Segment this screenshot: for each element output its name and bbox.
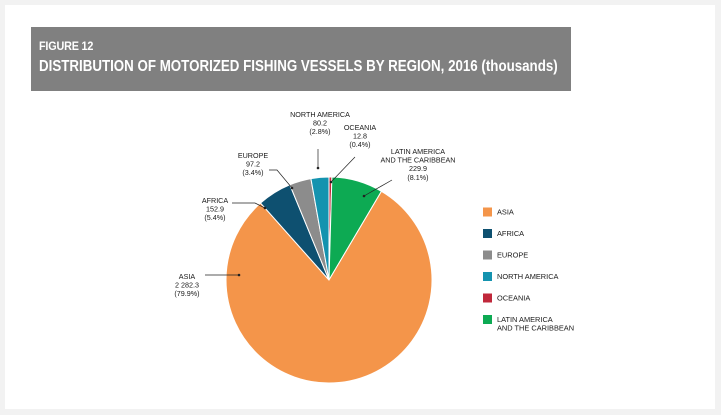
- leader-line-europe: [269, 169, 293, 189]
- slice-percent-latin-america: (8.1%): [407, 173, 428, 182]
- slice-value-africa: 152.9: [206, 205, 224, 214]
- leader-line-africa: [232, 202, 266, 209]
- legend-swatch-oceania: [483, 293, 492, 303]
- legend-swatch-north-america: [483, 272, 492, 281]
- legend-label-europe: EUROPE: [497, 251, 528, 260]
- slice-label-latin-america: AND THE CARIBBEAN: [381, 156, 456, 165]
- slice-percent-oceania: (0.4%): [349, 140, 370, 149]
- legend-label-africa: AFRICA: [497, 229, 524, 238]
- leader-dot-africa: [263, 206, 267, 210]
- leader-dot-north-america: [316, 166, 320, 170]
- slice-label-north-america: NORTH AMERICA: [290, 110, 350, 119]
- slice-value-europe: 97.2: [246, 160, 260, 169]
- slice-percent-africa: (5.4%): [204, 213, 225, 222]
- slice-value-asia: 2 282.3: [175, 281, 199, 290]
- legend-swatch-asia: [483, 207, 492, 217]
- slice-label-europe: EUROPE: [238, 151, 269, 160]
- leader-dot-asia: [237, 273, 241, 277]
- slice-label-oceania: OCEANIA: [344, 123, 377, 132]
- slice-value-north-america: 80.2: [313, 119, 327, 128]
- leader-line-oceania: [330, 156, 356, 183]
- slice-percent-asia: (79.9%): [174, 289, 199, 298]
- pie-slice-north-america: [310, 176, 330, 281]
- figure-title: DISTRIBUTION OF MOTORIZED FISHING VESSEL…: [39, 58, 558, 75]
- leader-dot-europe: [290, 186, 294, 190]
- figure-number: FIGURE 12: [39, 39, 94, 53]
- leader-line-latin-america: [363, 179, 393, 197]
- slice-value-oceania: 12.8: [353, 132, 367, 141]
- slice-label-africa: AFRICA: [202, 196, 229, 205]
- legend-swatch-latin-america: [483, 315, 492, 324]
- legend-label-asia: ASIA: [497, 208, 514, 217]
- legend-label-north-america: NORTH AMERICA: [497, 272, 559, 281]
- legend-swatch-africa: [483, 229, 492, 238]
- leader-dot-latin-america: [362, 194, 366, 198]
- slice-value-latin-america: 229.9: [409, 164, 427, 173]
- legend-label-oceania: OCEANIA: [497, 294, 530, 303]
- leader-dot-oceania: [329, 180, 333, 184]
- legend-label-latin-america: LATIN AMERICA: [497, 315, 553, 324]
- figure-title-band: FIGURE 12 DISTRIBUTION OF MOTORIZED FISH…: [31, 27, 571, 91]
- legend-label-latin-america: AND THE CARIBBEAN: [497, 323, 574, 332]
- legend-swatch-europe: [483, 250, 492, 260]
- pie-slice-asia: [225, 190, 433, 384]
- slice-percent-europe: (3.4%): [242, 168, 263, 177]
- slice-label-latin-america: LATIN AMERICA: [391, 147, 445, 156]
- slice-percent-north-america: (2.8%): [309, 127, 330, 136]
- slice-label-asia: ASIA: [179, 272, 196, 281]
